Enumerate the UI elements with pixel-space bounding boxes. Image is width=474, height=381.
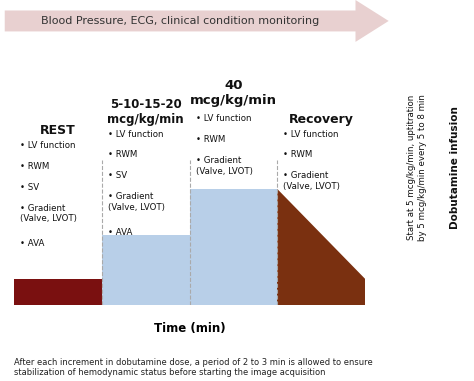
Bar	[277, 279, 365, 305]
Text: 40
mcg/kg/min: 40 mcg/kg/min	[190, 79, 277, 107]
Text: Dobutamine infusion: Dobutamine infusion	[450, 106, 460, 229]
Bar	[14, 279, 102, 305]
Text: • AVA: • AVA	[20, 239, 45, 248]
Text: • Gradient
(Valve, LVOT): • Gradient (Valve, LVOT)	[196, 156, 253, 176]
Text: Start at 5 mcg/kg/min, uptitration
by 5 mcg/kg/min every 5 to 8 min: Start at 5 mcg/kg/min, uptitration by 5 …	[408, 94, 427, 241]
Text: Time (min): Time (min)	[154, 322, 226, 335]
Text: • LV function: • LV function	[283, 130, 339, 139]
Text: • SV: • SV	[20, 183, 39, 192]
Text: Blood Pressure, ECG, clinical condition monitoring: Blood Pressure, ECG, clinical condition …	[41, 16, 319, 26]
Text: • Gradient
(Valve, LVOT): • Gradient (Valve, LVOT)	[108, 192, 165, 212]
Text: • RWM: • RWM	[20, 162, 50, 171]
Text: 5-10-15-20
mcg/kg/min: 5-10-15-20 mcg/kg/min	[108, 98, 184, 126]
Text: After each increment in dobutamine dose, a period of 2 to 3 min is allowed to en: After each increment in dobutamine dose,…	[14, 358, 373, 377]
Text: Recovery: Recovery	[289, 113, 354, 126]
Text: • SV: • SV	[108, 171, 127, 181]
Bar	[190, 189, 277, 305]
Text: • AVA: • AVA	[108, 228, 132, 237]
Bar	[102, 235, 190, 305]
Text: • Gradient
(Valve, LVOT): • Gradient (Valve, LVOT)	[20, 204, 77, 223]
Text: • RWM: • RWM	[196, 135, 225, 144]
Text: REST: REST	[40, 124, 76, 137]
Text: • LV function: • LV function	[108, 130, 164, 139]
Text: • LV function: • LV function	[196, 114, 251, 123]
Text: • LV function: • LV function	[20, 141, 76, 150]
Text: • RWM: • RWM	[283, 150, 313, 160]
Polygon shape	[277, 189, 365, 305]
Text: • Gradient
(Valve, LVOT): • Gradient (Valve, LVOT)	[283, 171, 340, 191]
Text: • RWM: • RWM	[108, 150, 137, 160]
